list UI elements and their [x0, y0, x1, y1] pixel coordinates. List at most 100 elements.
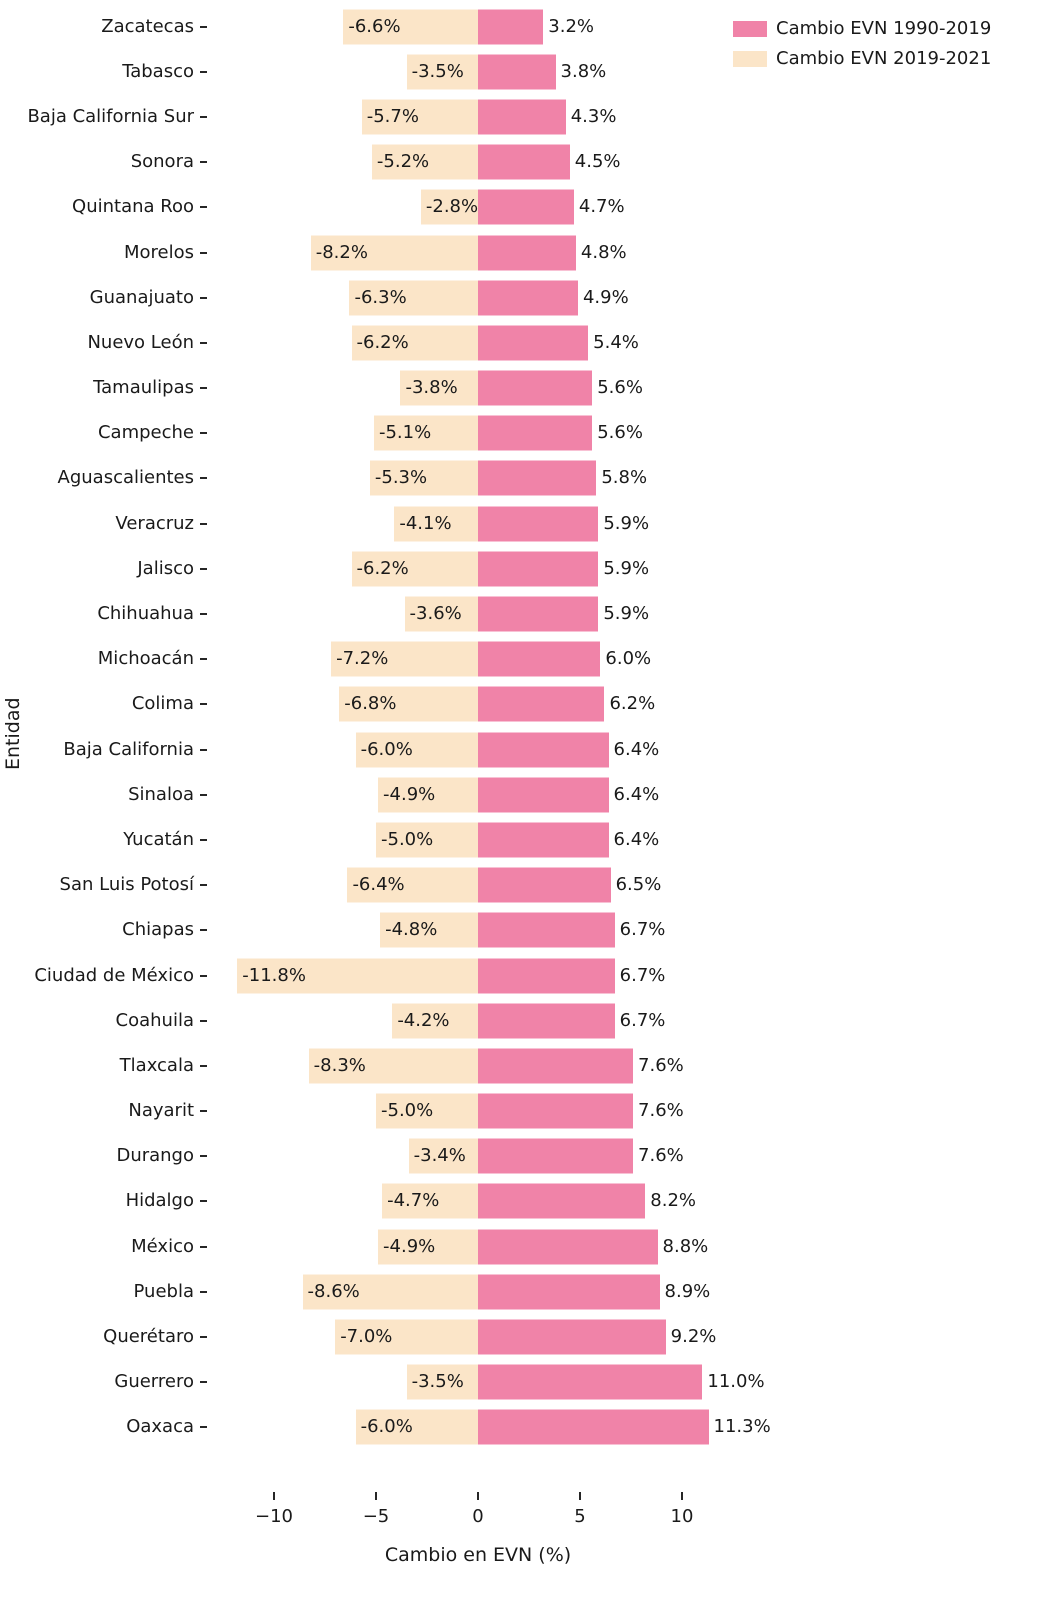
bar-positive: [478, 1409, 709, 1445]
category-label: Sonora: [130, 151, 194, 173]
bar-positive: [478, 1229, 658, 1265]
bar-value-label: -4.1%: [399, 512, 452, 534]
bar-value-label: 8.8%: [662, 1235, 709, 1257]
x-tick-mark: [273, 1492, 275, 1500]
bar-positive: [478, 54, 556, 90]
bar-positive: [478, 235, 576, 271]
bar-area: -5.3% 5.8%: [207, 456, 1058, 501]
bar-negative: [355, 1409, 478, 1445]
y-tick-mark: [200, 838, 207, 841]
bar-area: -5.0% 7.6%: [207, 1089, 1058, 1134]
category-label: Yucatán: [123, 828, 194, 850]
bar-value-label: -8.3%: [313, 1054, 366, 1076]
y-tick-mark: [200, 1200, 207, 1203]
bar-value-label: 5.4%: [593, 331, 639, 353]
y-tick-mark: [200, 658, 207, 661]
legend-swatch: [733, 20, 767, 37]
category-label: México: [131, 1235, 194, 1257]
bar-value-label: 3.2%: [548, 15, 594, 37]
y-tick-mark: [200, 522, 207, 525]
bar-negative: [378, 1229, 478, 1265]
chart-plot-area: Zacatecas -6.6% 3.2% Tabasco -3.5% 3.8% Baja C…: [0, 4, 1058, 1450]
bar-value-label: 6.0%: [605, 648, 652, 670]
bar-negative: [376, 822, 478, 858]
chart-row: Nuevo León -6.2% 5.4%: [0, 320, 1058, 365]
category-label: Hidalgo: [125, 1190, 194, 1212]
bar-value-label: 6.7%: [619, 1009, 666, 1031]
bar-positive: [478, 99, 566, 135]
bar-negative: [408, 1138, 478, 1174]
y-tick-mark: [200, 613, 207, 616]
bar-area: -6.6% 3.2%: [207, 4, 1058, 49]
category-label: Coahuila: [115, 1009, 194, 1031]
chart-row: Morelos -8.2% 4.8%: [0, 230, 1058, 275]
bar-value-label: -6.4%: [352, 874, 405, 896]
category-label: Jalisco: [137, 557, 194, 579]
bar-negative: [351, 551, 478, 587]
bar-positive: [478, 732, 609, 768]
bar-area: -4.9% 6.4%: [207, 772, 1058, 817]
bar-negative: [369, 460, 478, 496]
bar-value-label: -8.2%: [315, 241, 368, 263]
y-tick-mark: [200, 1155, 207, 1158]
chart-row: Tamaulipas -3.8% 5.6%: [0, 366, 1058, 411]
bar-value-label: 6.7%: [619, 919, 666, 941]
bar-value-label: 4.5%: [574, 151, 621, 173]
y-tick-mark: [200, 25, 207, 28]
bar-value-label: 6.2%: [609, 693, 656, 715]
x-axis-title: Cambio en EVN (%): [384, 1544, 572, 1566]
bar-positive: [478, 189, 574, 225]
bar-value-label: -6.8%: [344, 693, 397, 715]
bar-negative: [376, 1093, 478, 1129]
bar-value-label: -5.7%: [366, 105, 419, 127]
bar-negative: [378, 777, 478, 813]
bar-negative: [361, 99, 478, 135]
bar-value-label: -4.7%: [387, 1190, 440, 1212]
y-tick-mark: [200, 251, 207, 254]
category-label: Nuevo León: [87, 331, 194, 353]
chart-row: Baja California -6.0% 6.4%: [0, 727, 1058, 772]
bar-negative: [355, 732, 478, 768]
bar-area: -5.1% 5.6%: [207, 411, 1058, 456]
chart-row: Durango -3.4% 7.6%: [0, 1134, 1058, 1179]
y-tick-mark: [200, 703, 207, 706]
bar-value-label: -6.2%: [356, 331, 409, 353]
bar-value-label: 11.3%: [713, 1416, 771, 1438]
chart-row: San Luis Potosí -6.4% 6.5%: [0, 863, 1058, 908]
legend-item: Cambio EVN 2019-2021: [733, 48, 991, 69]
bar-area: -4.2% 6.7%: [207, 998, 1058, 1043]
category-label: Guerrero: [114, 1371, 194, 1393]
bar-value-label: 5.9%: [603, 512, 650, 534]
bar-value-label: -5.1%: [378, 422, 432, 444]
bar-value-label: 7.6%: [638, 1054, 684, 1076]
bar-value-label: 5.6%: [597, 422, 643, 444]
bar-negative: [380, 912, 478, 948]
bar-value-label: -5.2%: [376, 151, 430, 173]
x-tick-mark: [681, 1492, 683, 1500]
y-tick-mark: [200, 115, 207, 118]
bar-value-label: -3.5%: [411, 60, 464, 82]
category-label: Campeche: [97, 422, 194, 444]
y-tick-mark: [200, 1381, 207, 1384]
y-tick-mark: [200, 477, 207, 480]
bar-area: -6.2% 5.9%: [207, 546, 1058, 591]
bar-negative: [343, 9, 478, 45]
y-tick-mark: [200, 341, 207, 344]
category-label: Puebla: [133, 1280, 194, 1302]
bar-value-label: 3.8%: [560, 60, 607, 82]
chart-row: Ciudad de México -11.8% 6.7%: [0, 953, 1058, 998]
legend-item: Cambio EVN 1990-2019: [733, 18, 991, 39]
y-tick-mark: [200, 1110, 207, 1113]
bar-value-label: 6.5%: [615, 874, 662, 896]
category-label: Oaxaca: [126, 1416, 194, 1438]
bar-area: -6.0% 11.3%: [207, 1405, 1058, 1450]
chart-row: Sinaloa -4.9% 6.4%: [0, 772, 1058, 817]
bar-value-label: -3.6%: [409, 603, 462, 625]
y-tick-mark: [200, 974, 207, 977]
x-tick-label: −5: [362, 1506, 390, 1527]
x-tick-label: 5: [574, 1506, 586, 1527]
x-tick-mark: [375, 1492, 377, 1500]
chart-row: Hidalgo -4.7% 8.2%: [0, 1179, 1058, 1224]
bar-area: -6.0% 6.4%: [207, 727, 1058, 772]
bar-area: -4.7% 8.2%: [207, 1179, 1058, 1224]
